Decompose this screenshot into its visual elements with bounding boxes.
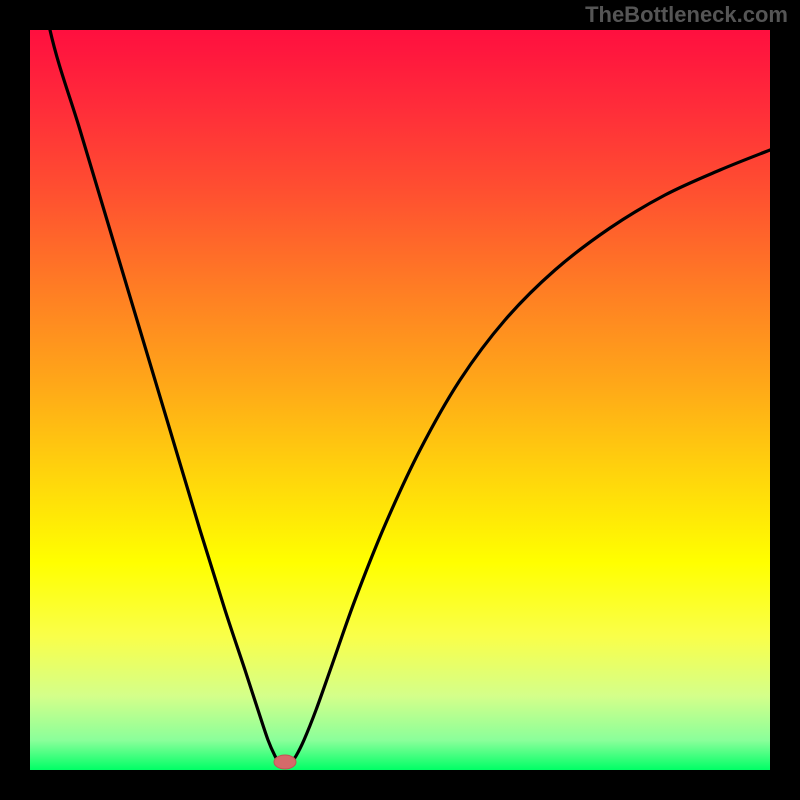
gradient-background: [30, 30, 770, 770]
watermark-text: TheBottleneck.com: [585, 2, 788, 28]
minimum-marker: [274, 755, 296, 769]
bottleneck-chart: [0, 0, 800, 800]
chart-container: TheBottleneck.com: [0, 0, 800, 800]
